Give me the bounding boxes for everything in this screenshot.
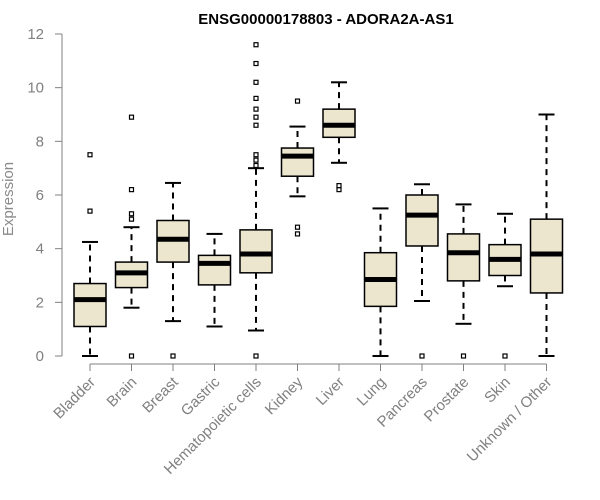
outlier-point xyxy=(128,216,135,222)
x-tick-label: Brain xyxy=(104,374,141,411)
box-bladder xyxy=(73,152,107,357)
y-tick-label: 6 xyxy=(36,187,44,204)
y-tick-label: 10 xyxy=(27,80,44,97)
outlier-point xyxy=(253,157,259,163)
outlier-point xyxy=(253,353,259,359)
x-tick-label: Breast xyxy=(139,373,182,416)
x-tick-label: Prostate xyxy=(421,374,473,426)
box-hematopoietic-cells xyxy=(239,42,273,359)
outlier-point xyxy=(294,98,301,104)
outlier-point xyxy=(419,353,425,359)
iqr-box xyxy=(239,229,273,274)
iqr-box xyxy=(197,254,232,286)
outlier-point xyxy=(336,183,342,189)
outlier-point xyxy=(253,162,259,169)
boxes-group xyxy=(73,42,564,359)
box-pancreas xyxy=(405,183,439,359)
outlier-point xyxy=(253,42,259,48)
box-prostate xyxy=(446,203,481,359)
x-tick-label: Lung xyxy=(354,374,390,410)
outlier-point xyxy=(253,60,259,67)
outlier-point xyxy=(336,187,342,193)
box-skin xyxy=(488,212,522,359)
box-gastric xyxy=(197,232,232,328)
outlier-point xyxy=(87,152,93,158)
x-tick-label: Bladder xyxy=(50,374,99,423)
outlier-point xyxy=(502,353,508,359)
iqr-box xyxy=(73,282,107,328)
outlier-point xyxy=(128,187,135,193)
outlier-point xyxy=(460,353,467,359)
outlier-point xyxy=(253,122,259,128)
outlier-point xyxy=(87,208,93,214)
box-kidney xyxy=(280,98,315,237)
box-unknown-other xyxy=(529,113,564,357)
y-tick-label: 0 xyxy=(36,348,44,365)
iqr-box xyxy=(446,233,481,282)
box-brain xyxy=(114,114,149,359)
x-tick-label: Kidney xyxy=(262,373,307,418)
outlier-point xyxy=(253,114,259,120)
x-tick-label: Skin xyxy=(481,374,514,407)
iqr-box xyxy=(280,147,315,177)
y-tick-label: 2 xyxy=(36,294,44,311)
y-tick-label: 8 xyxy=(36,133,44,150)
outlier-point xyxy=(294,231,301,237)
y-axis-label: Expression xyxy=(0,162,17,236)
outlier-point xyxy=(253,95,259,102)
outlier-point xyxy=(253,106,259,112)
iqr-box xyxy=(405,194,439,247)
outlier-point xyxy=(128,353,135,359)
box-breast xyxy=(156,181,190,359)
outlier-point xyxy=(253,79,259,85)
box-lung xyxy=(363,207,398,357)
x-tick-label: Liver xyxy=(313,374,348,409)
y-tick-label: 4 xyxy=(36,241,44,258)
y-tick-label: 12 xyxy=(27,26,44,43)
outlier-point xyxy=(253,152,259,158)
outlier-point xyxy=(128,114,135,120)
outlier-point xyxy=(170,353,176,359)
chart-title: ENSG00000178803 - ADORA2A-AS1 xyxy=(198,11,453,28)
outlier-point xyxy=(128,211,135,217)
outlier-point xyxy=(294,224,301,230)
box-liver xyxy=(322,81,356,193)
